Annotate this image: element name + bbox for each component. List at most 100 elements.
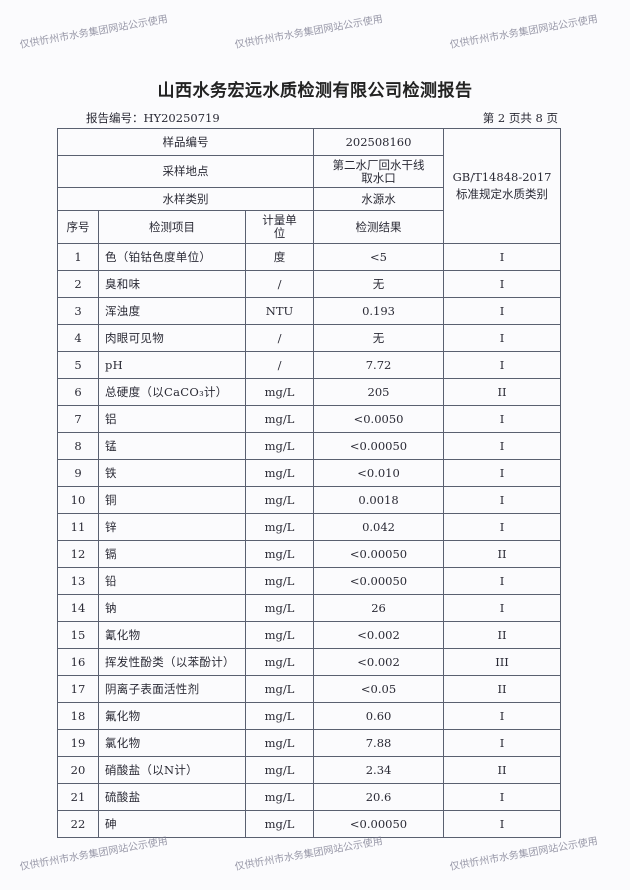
result-cell: 7.72 [313,351,445,379]
seq-cell: 16 [57,648,99,676]
unit-cell: 度 [244,243,315,271]
watermark: 仅供忻州市水务集团网站公示使用 [448,836,599,873]
class-cell: II [443,378,562,406]
table-row: 2 臭和味 / 无 I [57,270,562,298]
class-cell: I [443,594,562,622]
unit-cell: mg/L [244,594,315,622]
item-cell: 锌 [98,513,246,541]
table-row: 7 铝 mg/L <0.0050 I [57,405,562,433]
seq-cell: 14 [57,594,99,622]
unit-cell: mg/L [244,540,315,568]
table-row: 15 氰化物 mg/L <0.002 II [57,621,562,649]
class-cell: I [443,297,562,325]
sample-no-label: 样品编号 [56,128,315,156]
unit-cell: / [244,324,315,352]
seq-cell: 2 [57,270,99,298]
unit-cell: mg/L [244,513,315,541]
item-cell: pH [98,351,246,379]
class-cell: I [443,729,562,757]
unit-cell: mg/L [244,405,315,433]
unit-cell: / [244,270,315,298]
seq-cell: 10 [57,486,99,514]
watermark: 仅供忻州市水务集团网站公示使用 [18,836,169,873]
unit-cell: mg/L [244,459,315,487]
item-cell: 砷 [98,810,246,838]
unit-cell: mg/L [244,729,315,757]
table-row: 10 铜 mg/L 0.0018 I [57,486,562,514]
table-row: 8 锰 mg/L <0.00050 I [57,432,562,460]
item-cell: 镉 [98,540,246,568]
class-cell: I [443,459,562,487]
class-cell: I [443,405,562,433]
watermark: 仅供忻州市水务集团网站公示使用 [448,14,599,51]
class-cell: II [443,675,562,703]
col-item: 检测项目 [98,210,246,244]
seq-cell: 21 [57,783,99,811]
seq-cell: 18 [57,702,99,730]
item-cell: 阴离子表面活性剂 [98,675,246,703]
result-cell: <0.00050 [313,432,445,460]
result-cell: <0.010 [313,459,445,487]
table-row: 17 阴离子表面活性剂 mg/L <0.05 II [57,675,562,703]
unit-cell: mg/L [244,702,315,730]
item-cell: 钠 [98,594,246,622]
col-result: 检测结果 [313,210,445,244]
unit-cell: mg/L [244,621,315,649]
table-row: 21 硫酸盐 mg/L 20.6 I [57,783,562,811]
seq-cell: 12 [57,540,99,568]
type: 水源水 [313,187,445,211]
report-title: 山西水务宏远水质检测有限公司检测报告 [157,81,473,101]
watermark: 仅供忻州市水务集团网站公示使用 [18,14,169,51]
result-cell: 2.34 [313,756,445,784]
result-cell: 0.193 [313,297,445,325]
item-cell: 色（铂钴色度单位） [98,243,246,271]
table-row: 6 总硬度（以CaCO₃计） mg/L 205 II [57,378,562,406]
unit-cell: mg/L [244,675,315,703]
item-cell: 硫酸盐 [98,783,246,811]
class-cell: I [443,513,562,541]
unit-cell: mg/L [244,783,315,811]
unit-cell: mg/L [244,567,315,595]
item-cell: 挥发性酚类（以苯酚计） [98,648,246,676]
type-row: 水样类别 水源水 [56,187,561,211]
table-row: 11 锌 mg/L 0.042 I [57,513,562,541]
item-cell: 臭和味 [98,270,246,298]
result-cell: <5 [313,243,445,271]
item-cell: 氰化物 [98,621,246,649]
result-cell: 26 [313,594,445,622]
unit-cell: NTU [244,297,315,325]
class-cell: I [443,270,562,298]
result-cell: 0.0018 [313,486,445,514]
result-cell: <0.00050 [313,567,445,595]
item-cell: 铝 [98,405,246,433]
seq-cell: 6 [57,378,99,406]
item-cell: 氟化物 [98,702,246,730]
seq-cell: 19 [57,729,99,757]
item-cell: 铁 [98,459,246,487]
class-cell: I [443,351,562,379]
table-row: 5 pH/7.72 I [57,351,562,379]
class-cell: II [443,540,562,568]
seq-cell: 13 [57,567,99,595]
seq-cell: 5 [57,351,99,379]
result-cell: <0.00050 [313,540,445,568]
item-cell: 浑浊度 [98,297,246,325]
watermark: 仅供忻州市水务集团网站公示使用 [233,836,384,873]
class-cell: III [443,648,562,676]
item-cell: 总硬度（以CaCO₃计） [98,378,246,406]
result-cell: <0.002 [313,648,445,676]
unit-cell: / [244,351,315,379]
item-cell: 氯化物 [98,729,246,757]
unit-cell: mg/L [244,810,315,838]
result-cell: 无 [313,324,445,352]
table-row: 22 砷 mg/L <0.00050 I [57,810,562,838]
result-cell: 0.60 [313,702,445,730]
result-cell: <0.002 [313,621,445,649]
seq-cell: 3 [57,297,99,325]
class-cell: I [443,783,562,811]
result-cell: <0.0050 [313,405,445,433]
site-label: 采样地点 [56,155,315,188]
table-row: 4 肉眼可见物 / 无 I [57,324,562,352]
col-seq: 序号 [57,210,99,244]
sample-no-row: 样品编号 202508160 GB/T14848-2017 标准规定水质类别 [56,128,562,244]
